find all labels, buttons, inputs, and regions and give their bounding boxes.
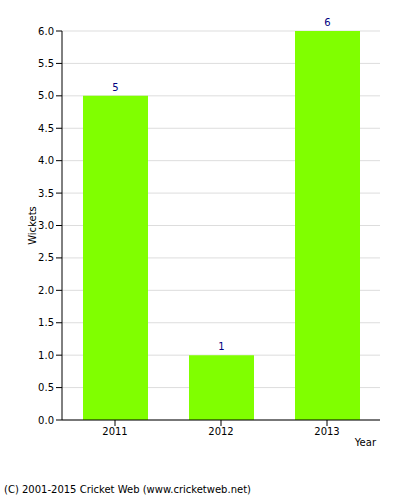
html-text:(C) 2001-2015 Cricket Web (www: (C) 2001-2015 Cricket Web (www.cricketwe… <box>4 484 251 495</box>
svg-text:0.5: 0.5 <box>38 382 54 393</box>
svg-text:1.5: 1.5 <box>38 317 54 328</box>
svg-text:6.0: 6.0 <box>38 26 54 37</box>
svg-text:3.0: 3.0 <box>38 220 54 231</box>
svg-text:5.0: 5.0 <box>38 90 54 101</box>
svg-text:2011: 2011 <box>102 426 127 437</box>
svg-text:Wickets: Wickets <box>27 206 38 245</box>
svg-text:2012: 2012 <box>208 426 233 437</box>
svg-text:4.0: 4.0 <box>38 155 54 166</box>
svg-text:0.0: 0.0 <box>38 415 54 426</box>
svg-text:6: 6 <box>324 17 330 28</box>
svg-text:4.5: 4.5 <box>38 123 54 134</box>
svg-text:3.5: 3.5 <box>38 188 54 199</box>
svg-text:2.5: 2.5 <box>38 252 54 263</box>
svg-text:1: 1 <box>218 341 224 352</box>
svg-text:Year: Year <box>354 437 377 448</box>
svg-text:5: 5 <box>112 82 118 93</box>
svg-text:2.0: 2.0 <box>38 285 54 296</box>
svg-text:2013: 2013 <box>314 426 339 437</box>
svg-text:5.5: 5.5 <box>38 58 54 69</box>
svg-text:1.0: 1.0 <box>38 350 54 361</box>
